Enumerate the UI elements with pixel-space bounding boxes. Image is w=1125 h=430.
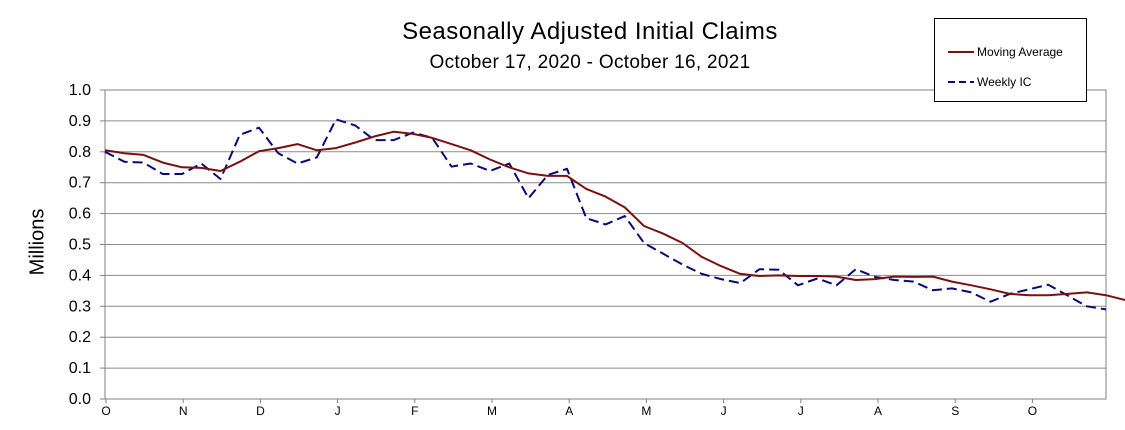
y-tick-label: 0.6 <box>69 206 91 223</box>
y-tick-label: 1.0 <box>69 82 91 99</box>
chart-title: Seasonally Adjusted Initial Claims <box>402 18 778 45</box>
legend-swatch-weekly-ic <box>948 81 974 83</box>
y-tick-label: 0.3 <box>69 298 91 315</box>
x-tick-label: M <box>487 404 497 418</box>
x-tick-label: O <box>1028 404 1037 418</box>
y-tick-label: 0.9 <box>69 113 91 130</box>
series-line-moving-average <box>104 130 1125 302</box>
x-tick-label: J <box>335 404 341 418</box>
x-tick-label: M <box>641 404 651 418</box>
y-tick-label: 0.1 <box>69 360 91 377</box>
x-tick-label: A <box>874 404 882 418</box>
legend-label-moving-average: Moving Average <box>977 45 1063 59</box>
x-tick-label: F <box>411 404 418 418</box>
y-tick-label: 0.7 <box>69 175 91 192</box>
y-tick-label: 0.5 <box>69 237 91 254</box>
legend: Moving Average Weekly IC <box>934 18 1087 102</box>
y-tick-labels: 0.0 0.1 0.2 0.3 0.4 0.5 0.6 0.7 0.8 0.9 1.0 <box>69 82 91 408</box>
y-tick-label: 0.2 <box>69 329 91 346</box>
x-tick-label: N <box>179 404 188 418</box>
y-tick-label: 0.8 <box>69 144 91 161</box>
gridlines <box>105 89 1106 400</box>
x-tick-label: J <box>721 404 727 418</box>
x-tick-label: O <box>101 404 110 418</box>
axes <box>100 89 1107 403</box>
series-line-weekly-ic <box>104 118 1107 311</box>
x-tick-label: S <box>951 404 959 418</box>
x-tick-label: D <box>256 404 265 418</box>
x-tick-label: J <box>798 404 804 418</box>
legend-item-weekly-ic: Weekly IC <box>947 74 1031 90</box>
legend-label-weekly-ic: Weekly IC <box>977 75 1032 89</box>
x-tick-label: A <box>565 404 573 418</box>
chart-subtitle: October 17, 2020 - October 16, 2021 <box>429 52 751 73</box>
series-lines <box>104 118 1125 311</box>
y-tick-label: 0.0 <box>69 391 91 408</box>
y-tick-label: 0.4 <box>69 267 91 284</box>
legend-item-moving-average: Moving Average <box>947 44 1063 60</box>
legend-swatch-moving-average <box>948 51 974 53</box>
